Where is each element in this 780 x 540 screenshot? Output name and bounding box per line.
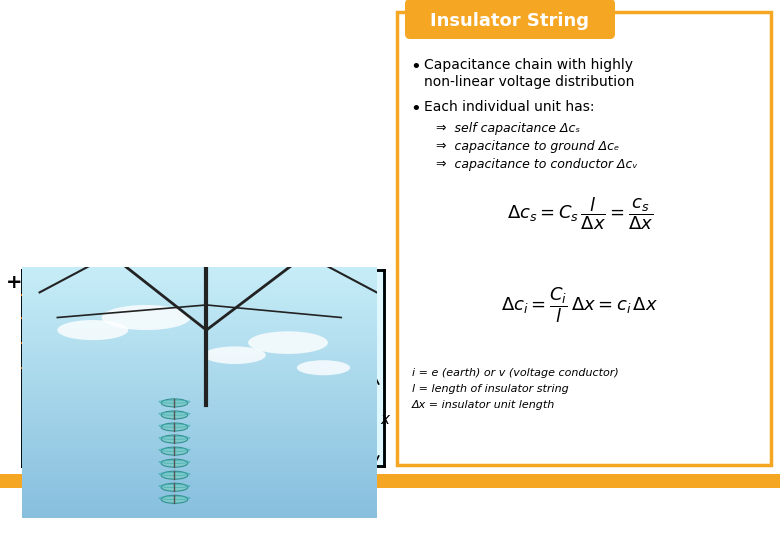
Text: $\Delta c_s$: $\Delta c_s$	[165, 274, 185, 288]
Ellipse shape	[297, 360, 350, 375]
Ellipse shape	[161, 471, 188, 479]
Text: Each individual unit has:: Each individual unit has:	[424, 100, 594, 114]
Text: Insulator String: Insulator String	[431, 12, 590, 30]
Text: $U_o$: $U_o$	[26, 470, 44, 486]
Bar	[163, 278, 331, 458]
Text: $\Delta c_s$: $\Delta c_s$	[165, 347, 185, 361]
Text: $\Delta c_i = \dfrac{C_i}{l}\,\Delta x = c_i\,\Delta x$: $\Delta c_i = \dfrac{C_i}{l}\,\Delta x =…	[502, 285, 658, 325]
Bar	[397, 12, 771, 465]
Text: $\Delta c_v$: $\Delta c_v$	[246, 274, 268, 288]
Bar	[48, 278, 273, 458]
Ellipse shape	[101, 305, 190, 330]
Bar	[22, 270, 384, 466]
Ellipse shape	[161, 495, 188, 503]
Text: ””: ””	[40, 488, 58, 502]
Text: $\Delta c_e$: $\Delta c_e$	[80, 347, 100, 361]
Text: +: +	[5, 273, 23, 292]
Ellipse shape	[161, 459, 188, 467]
Text: $\Delta c_e$: $\Delta c_e$	[80, 274, 100, 288]
Ellipse shape	[161, 435, 188, 443]
Text: •: •	[410, 58, 420, 76]
Text: ⇒  self capacitance Δcₛ: ⇒ self capacitance Δcₛ	[436, 122, 580, 135]
Text: $\Delta c_e$: $\Delta c_e$	[80, 297, 100, 311]
Text: $x$: $x$	[380, 413, 392, 428]
Text: Aalto-yliopisto: Aalto-yliopisto	[58, 491, 149, 501]
Ellipse shape	[204, 346, 266, 364]
Text: non-linear voltage distribution: non-linear voltage distribution	[424, 75, 634, 89]
Text: $\Delta c_s$: $\Delta c_s$	[165, 322, 185, 336]
Ellipse shape	[161, 483, 188, 491]
Text: $\Delta c_v$: $\Delta c_v$	[246, 322, 268, 336]
Ellipse shape	[161, 399, 188, 407]
Text: $\Delta c_s = C_s\,\dfrac{l}{\Delta x} = \dfrac{c_s}{\Delta x}$: $\Delta c_s = C_s\,\dfrac{l}{\Delta x} =…	[507, 195, 653, 232]
Ellipse shape	[161, 447, 188, 455]
Text: $\Delta c_e$: $\Delta c_e$	[80, 322, 100, 336]
Ellipse shape	[161, 423, 188, 431]
Ellipse shape	[161, 411, 188, 419]
Ellipse shape	[248, 332, 328, 354]
FancyBboxPatch shape	[405, 0, 615, 39]
Text: ⇒  capacitance to ground Δcₑ: ⇒ capacitance to ground Δcₑ	[436, 140, 619, 153]
Text: $\Delta c_v$: $\Delta c_v$	[246, 347, 268, 361]
Text: ⇒  capacitance to conductor Δcᵥ: ⇒ capacitance to conductor Δcᵥ	[436, 158, 637, 171]
Text: Δx = insulator unit length: Δx = insulator unit length	[412, 400, 555, 410]
Text: $\Delta c_s$: $\Delta c_s$	[165, 409, 185, 423]
Ellipse shape	[58, 320, 128, 340]
Text: A: A	[25, 487, 47, 514]
Text: •: •	[410, 100, 420, 118]
Bar	[0, 474, 780, 488]
Text: $\Delta c_s$: $\Delta c_s$	[165, 297, 185, 311]
Text: $\Delta c_v$: $\Delta c_v$	[246, 297, 268, 311]
Text: Teknillinen korkeakoulu: Teknillinen korkeakoulu	[58, 504, 172, 514]
Text: l = length of insulator string: l = length of insulator string	[412, 384, 569, 394]
Text: i = e (earth) or v (voltage conductor): i = e (earth) or v (voltage conductor)	[412, 368, 619, 378]
Text: Capacitance chain with highly: Capacitance chain with highly	[424, 58, 633, 72]
Text: $l$: $l$	[366, 360, 372, 376]
